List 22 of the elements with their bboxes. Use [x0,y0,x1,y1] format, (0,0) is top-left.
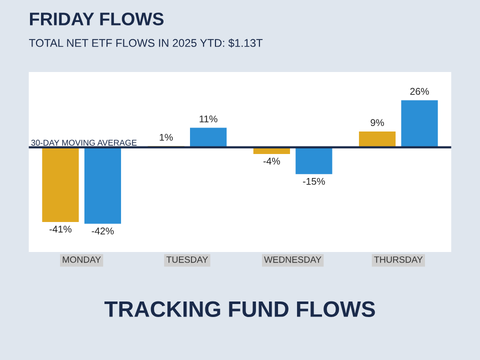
data-label: 26% [410,88,429,95]
x-tick-label: TUESDAY [166,256,208,263]
bar [83,146,122,226]
data-label: -41% [50,226,72,233]
ref-line-label: 30-DAY MOVING AVERAGE [31,140,137,146]
data-label: 1% [160,134,173,141]
x-tick-label: MONDAY [62,256,101,263]
bar [294,146,334,176]
text: TRACKING FUND FLOWS [104,301,375,318]
chart-title: FRIDAY FLOWS [30,12,164,26]
x-tick-label: WEDNESDAY [264,256,322,263]
data-label: -42% [92,228,114,234]
data-label: 11% [200,116,218,122]
data-label: -15% [303,178,325,185]
bar [188,126,228,148]
data-label: -4% [263,158,280,165]
bar [358,130,397,148]
data-label: 9% [370,119,384,126]
bar [400,98,440,148]
x-tick-label: THURSDAY [374,256,423,263]
bar [40,146,80,224]
chart-subtitle: TOTAL NET ETF FLOWS IN 2025 YTD: $1.13T [29,38,263,48]
